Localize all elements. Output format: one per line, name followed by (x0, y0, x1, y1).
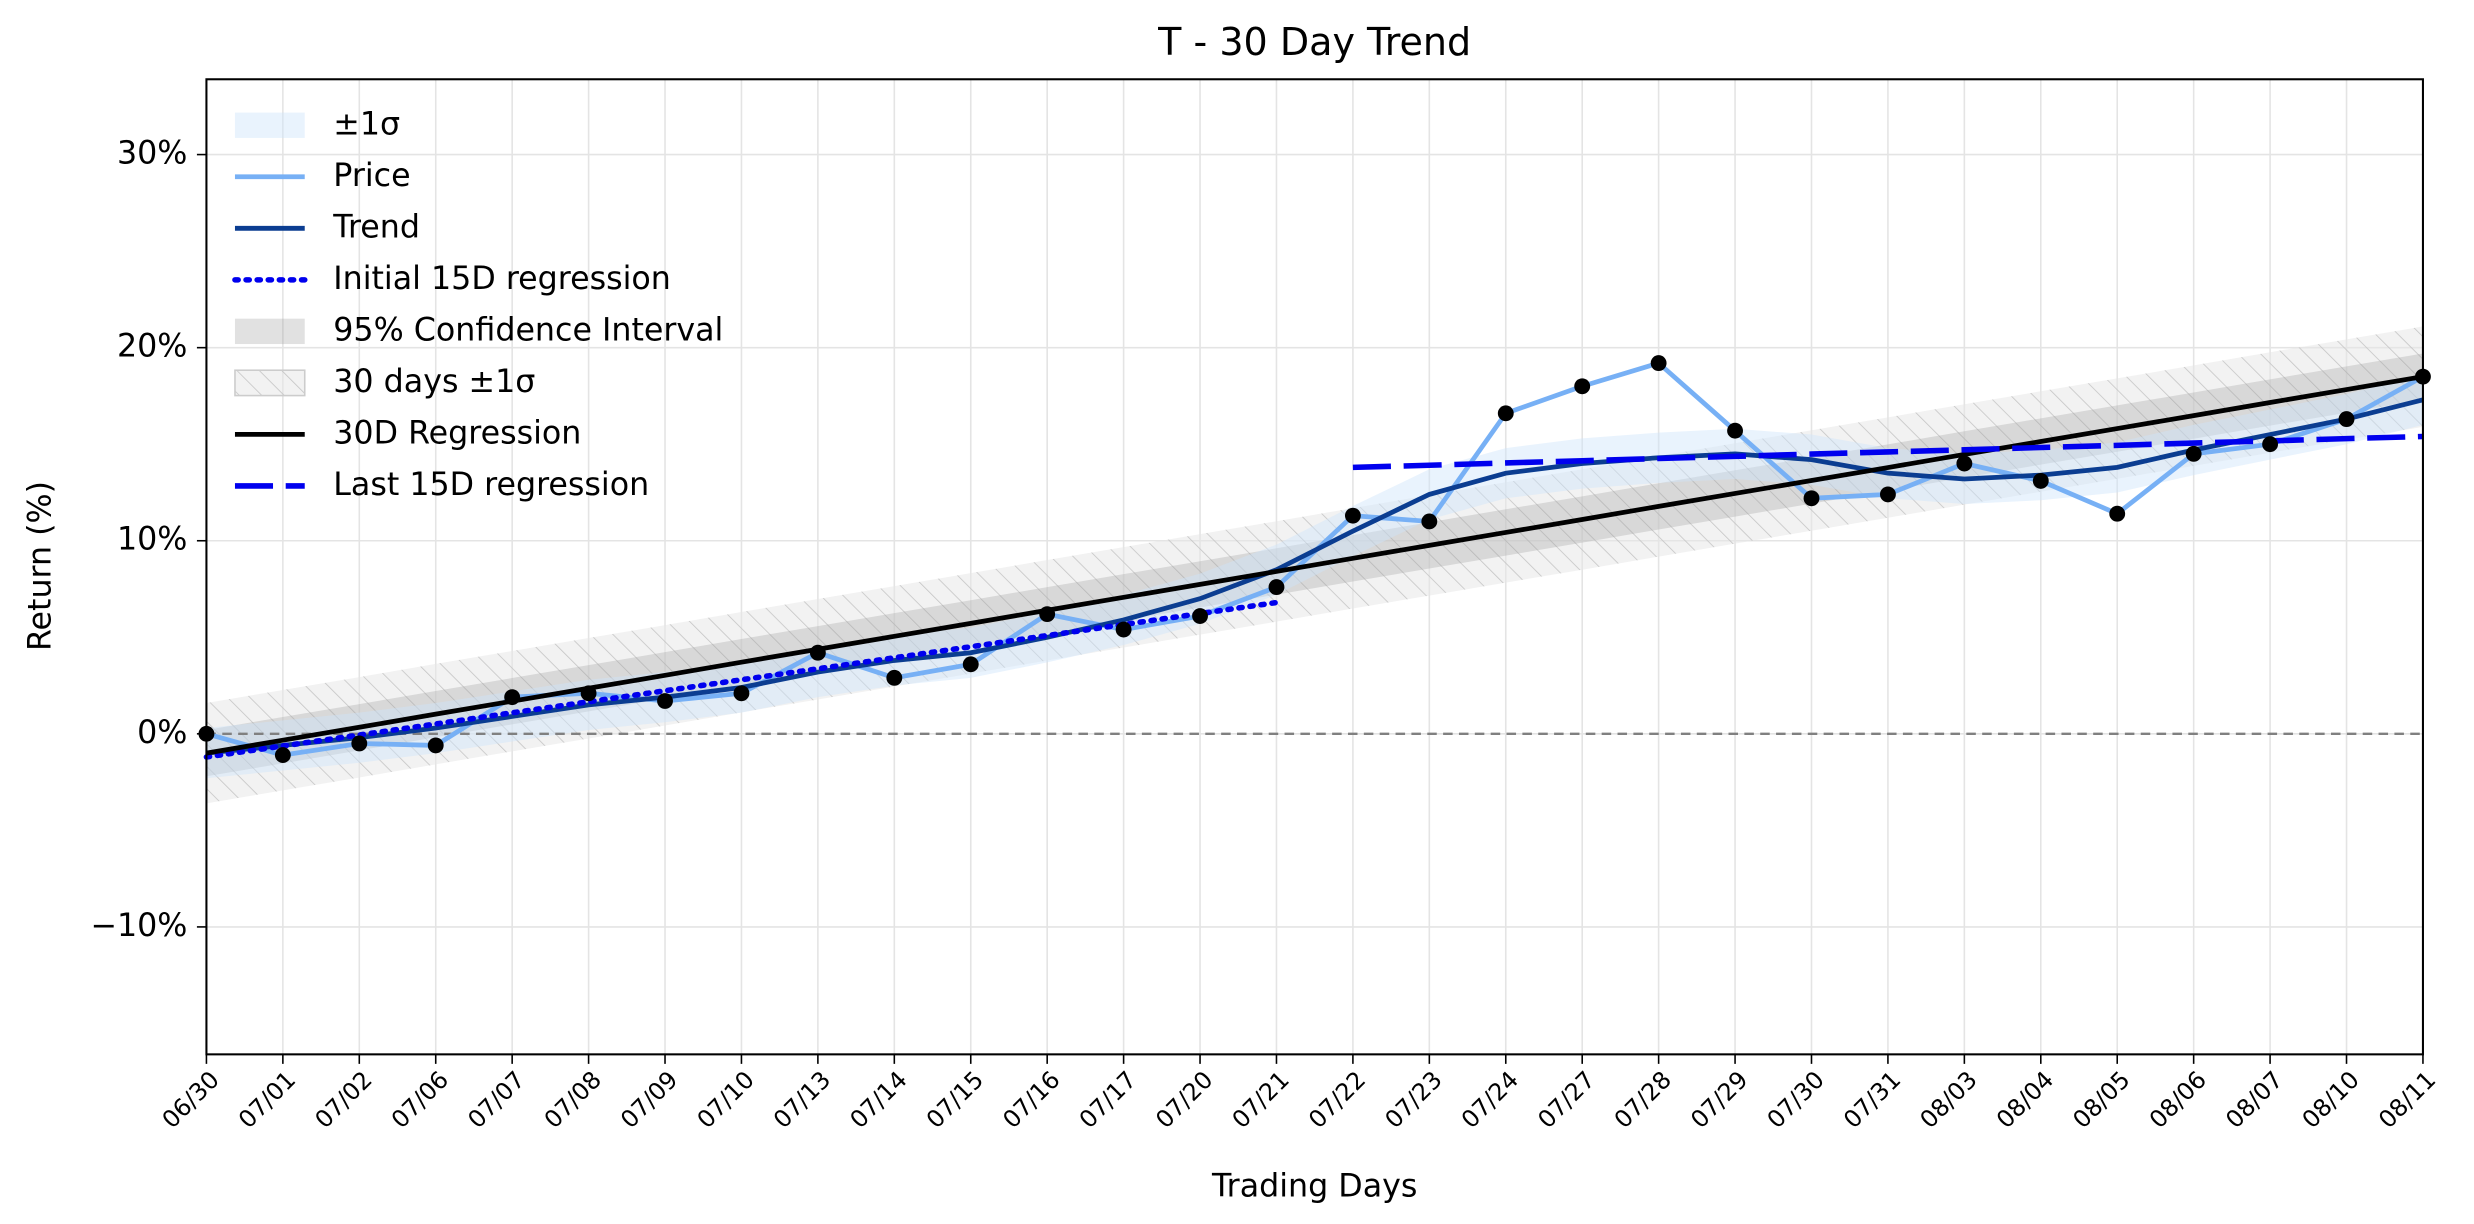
line (203, 599, 1280, 760)
x-tick-label: 08/07 (2220, 1066, 2288, 1134)
x-tick-label: 07/14 (844, 1066, 912, 1134)
point (1268, 579, 1285, 596)
x-tick-label: 08/06 (2144, 1066, 2212, 1134)
point (504, 689, 521, 706)
point (2185, 445, 2202, 462)
point (2109, 505, 2126, 522)
plot-frame (205, 78, 2424, 1056)
x-tick-label: 07/21 (1227, 1066, 1295, 1134)
point (2262, 436, 2279, 453)
x-tick-label: 07/15 (921, 1066, 989, 1134)
x-tick-label: 07/13 (768, 1066, 836, 1134)
legend-label: 95% Confidence Interval (333, 312, 723, 348)
legend-label: Last 15D regression (333, 467, 649, 503)
point (2338, 411, 2355, 428)
x-tick-label: 07/30 (1762, 1066, 1830, 1134)
point (1344, 507, 1361, 524)
legend-swatch (234, 318, 305, 345)
point (809, 644, 826, 661)
point (1956, 455, 1973, 472)
x-tick-label: 07/29 (1685, 1066, 1753, 1134)
x-tick-label: 08/11 (2373, 1066, 2441, 1134)
y-tick-label: 30% (117, 136, 187, 172)
point (1727, 422, 1743, 439)
point (886, 669, 903, 686)
legend-swatch (234, 112, 305, 138)
point (1574, 378, 1591, 395)
x-tick-label: 08/10 (2297, 1066, 2365, 1134)
point (427, 737, 444, 754)
point (733, 685, 750, 702)
line (206, 374, 2424, 756)
legend-label: 30 days ±1σ (333, 364, 535, 400)
x-tick-label: 07/09 (615, 1066, 683, 1134)
legend-label: Initial 15D regression (333, 261, 671, 297)
x-tick-label: 07/23 (1379, 1066, 1447, 1134)
x-tick-label: 07/02 (309, 1066, 377, 1134)
point (1803, 490, 1820, 507)
x-tick-label: 08/04 (1991, 1066, 2059, 1134)
point (2032, 472, 2049, 489)
y-axis-label: Return (%) (23, 481, 59, 651)
point (1497, 405, 1514, 422)
point (351, 735, 368, 752)
x-tick-label: 06/30 (157, 1066, 225, 1134)
legend-label: Trend (332, 209, 420, 245)
point (962, 656, 979, 673)
point (580, 685, 597, 702)
x-tick-label: 08/03 (1914, 1066, 1982, 1134)
x-tick-label: 07/06 (386, 1066, 454, 1134)
x-tick-label: 07/20 (1150, 1066, 1218, 1134)
point (1039, 606, 1056, 623)
x-tick-label: 07/08 (539, 1066, 607, 1134)
x-axis-label: Trading Days (1211, 1169, 1417, 1205)
legend-label: ±1σ (333, 106, 400, 142)
point (1421, 513, 1438, 530)
y-tick-label: 10% (117, 522, 187, 558)
x-tick-label: 07/16 (997, 1066, 1065, 1134)
x-tick-label: 07/01 (233, 1066, 301, 1134)
point (657, 693, 673, 709)
x-tick-label: 07/24 (1456, 1066, 1524, 1134)
line (1352, 433, 2424, 471)
x-tick-label: 07/17 (1074, 1066, 1142, 1134)
x-tick-label: 07/31 (1838, 1066, 1906, 1134)
y-tick-label: 0% (137, 715, 187, 751)
y-tick-label: −10% (90, 908, 187, 944)
chart-title: T - 30 Day Trend (1157, 20, 1471, 64)
x-tick-label: 07/10 (692, 1066, 760, 1134)
x-tick-label: 07/07 (462, 1066, 530, 1134)
point (274, 747, 291, 763)
legend-label: 30D Regression (333, 415, 581, 451)
legend-label: Price (333, 158, 410, 194)
x-tick-label: 07/27 (1532, 1066, 1600, 1134)
y-tick-label: 20% (117, 329, 187, 365)
point (1192, 608, 1208, 624)
point (1879, 486, 1896, 503)
x-tick-label: 07/28 (1609, 1066, 1677, 1134)
point (1650, 355, 1667, 372)
x-tick-label: 08/05 (2067, 1066, 2135, 1134)
point (1115, 621, 1132, 638)
legend-swatch (234, 369, 306, 397)
x-tick-label: 07/22 (1303, 1066, 1371, 1134)
line (206, 397, 2424, 756)
